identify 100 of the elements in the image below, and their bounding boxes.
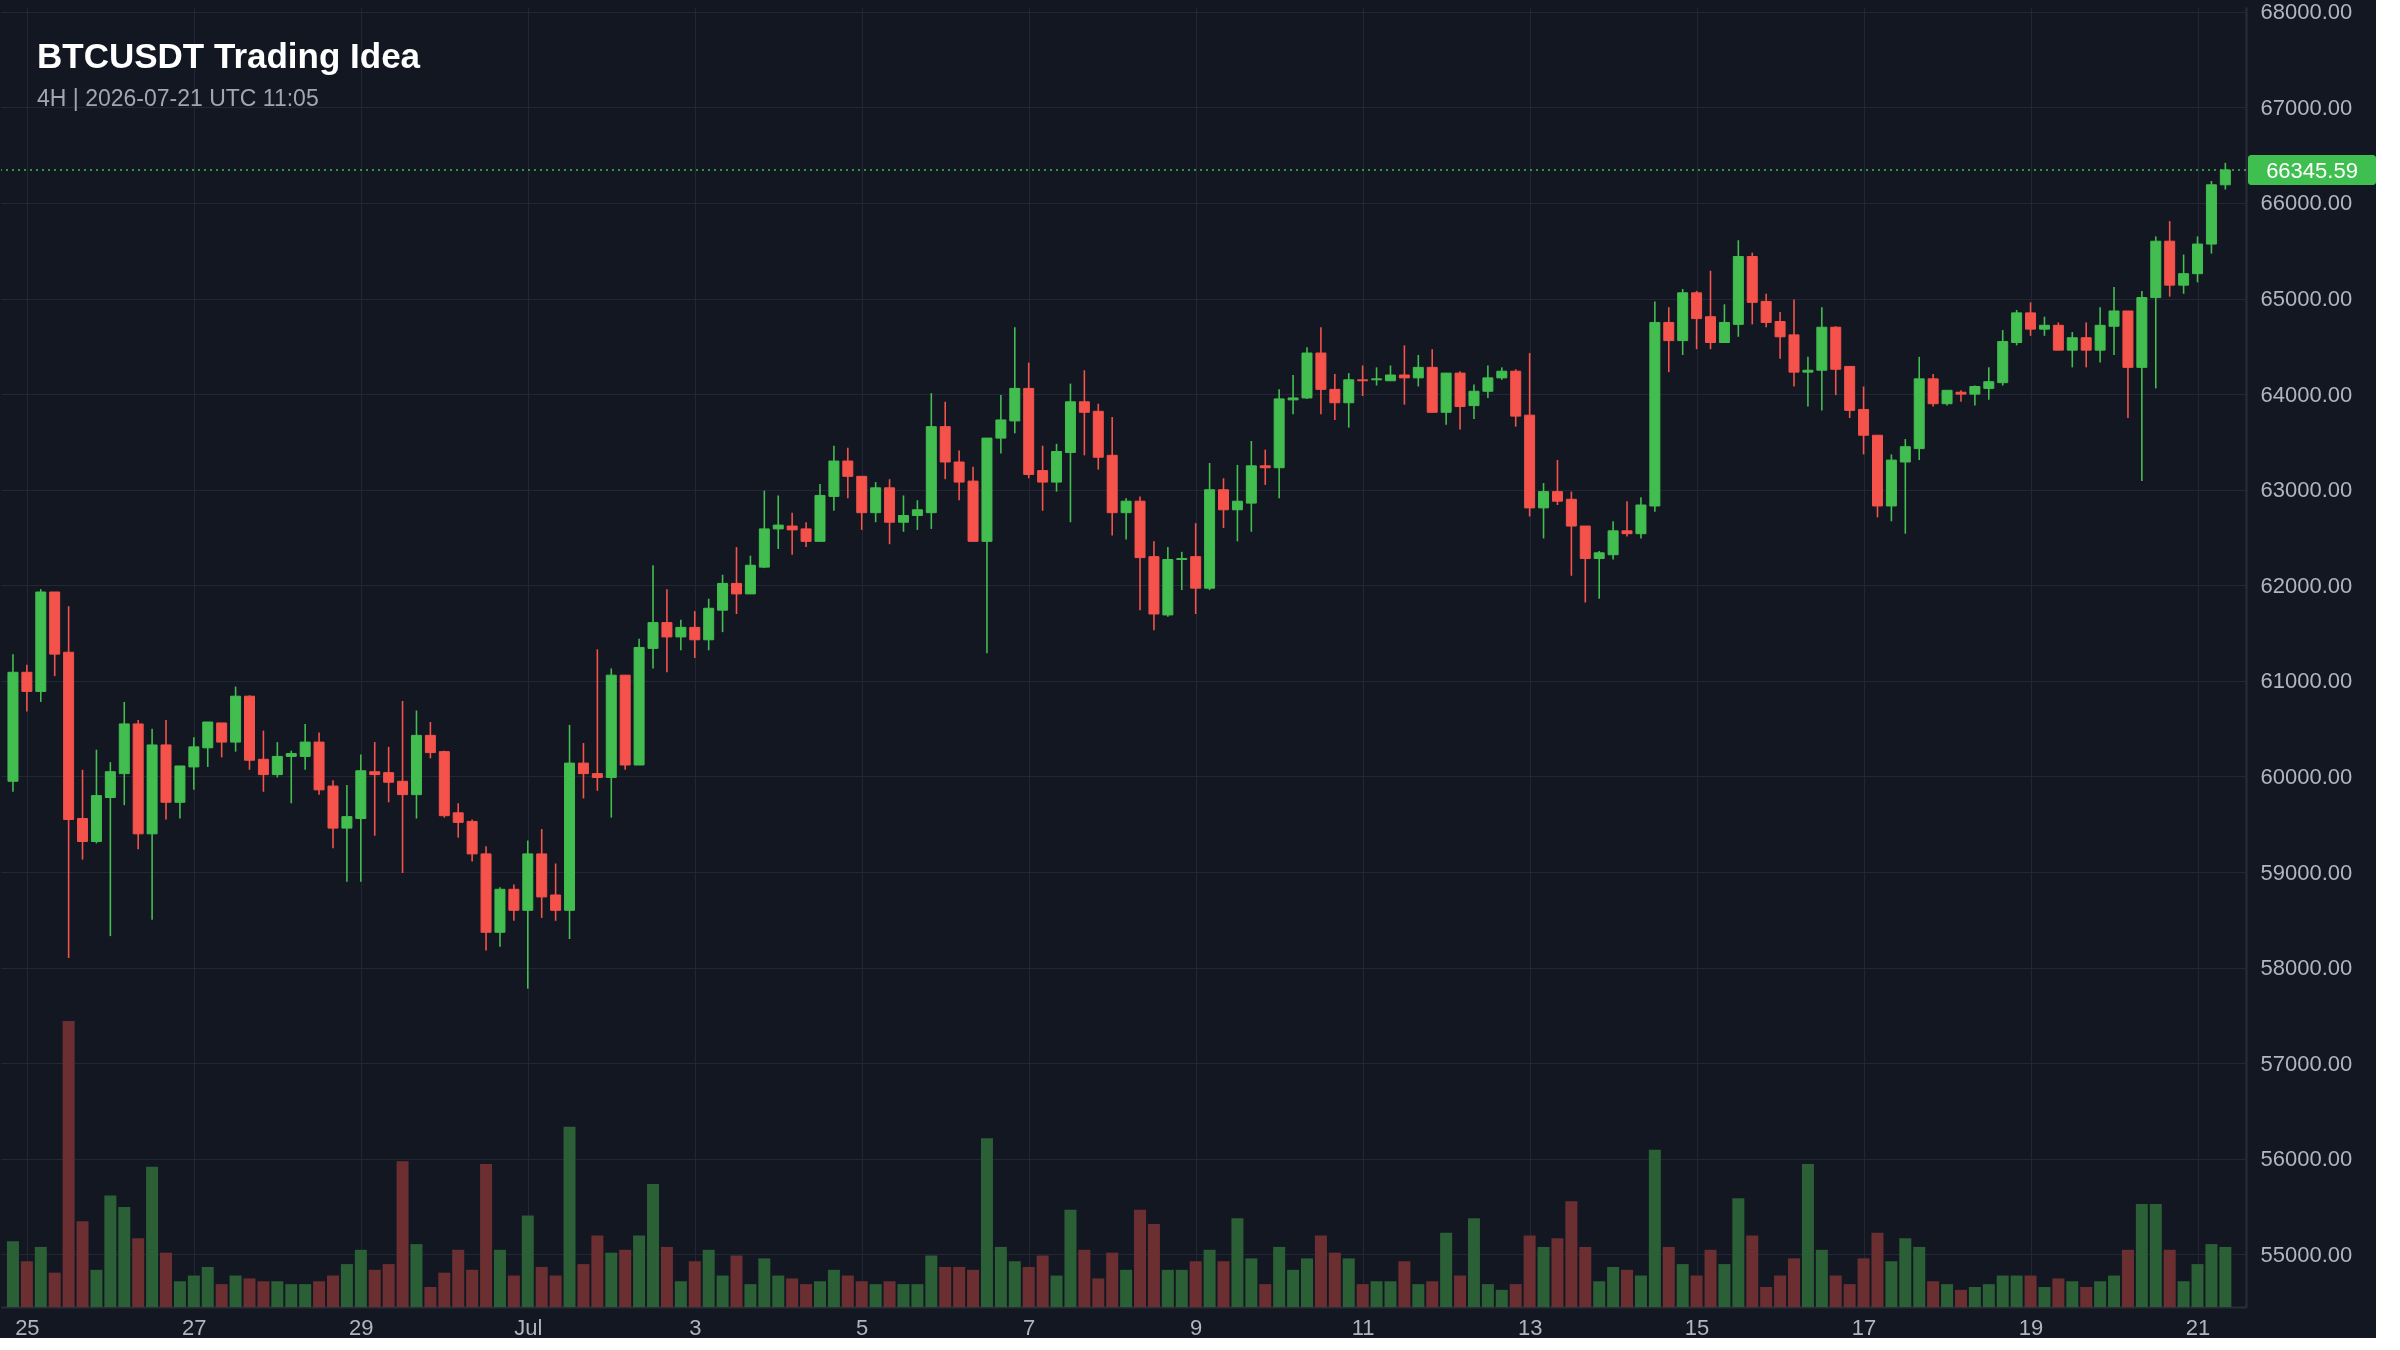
candlestick bbox=[1607, 520, 1619, 561]
bar bbox=[285, 1284, 298, 1307]
bar bbox=[34, 1246, 47, 1307]
bar bbox=[619, 1249, 632, 1307]
bar bbox=[2135, 1204, 2148, 1307]
bar bbox=[1454, 1275, 1467, 1307]
bar bbox=[118, 1206, 131, 1307]
candlestick bbox=[1412, 354, 1424, 388]
candlestick bbox=[1329, 373, 1341, 421]
bar bbox=[647, 1184, 660, 1307]
candlestick bbox=[1899, 438, 1911, 535]
bar bbox=[382, 1264, 395, 1307]
bar bbox=[1495, 1289, 1508, 1307]
candlestick bbox=[995, 394, 1007, 455]
x-tick-label: 15 bbox=[1684, 1314, 1710, 1340]
bar bbox=[1551, 1238, 1564, 1307]
x-tick-label: Jul bbox=[514, 1314, 543, 1340]
bar bbox=[1801, 1164, 1814, 1307]
candlestick bbox=[452, 802, 464, 839]
candlestick bbox=[1287, 374, 1299, 416]
bar bbox=[146, 1166, 159, 1307]
bar bbox=[229, 1275, 242, 1307]
y-tick-label: 56000.00 bbox=[2260, 1146, 2353, 1172]
y-tick-label: 57000.00 bbox=[2260, 1050, 2353, 1076]
bar bbox=[1634, 1275, 1647, 1307]
bar bbox=[1662, 1246, 1675, 1307]
candlestick bbox=[731, 546, 743, 615]
bar bbox=[396, 1161, 409, 1307]
candlestick bbox=[257, 729, 269, 793]
bar bbox=[1217, 1261, 1230, 1307]
bar bbox=[1593, 1281, 1606, 1307]
y-tick-label: 68000.00 bbox=[2260, 0, 2353, 25]
candlestick bbox=[1551, 459, 1563, 506]
bar bbox=[2219, 1246, 2232, 1307]
candlestick bbox=[911, 499, 923, 531]
candlestick bbox=[577, 742, 589, 800]
bar bbox=[90, 1269, 103, 1307]
candlestick bbox=[383, 746, 395, 804]
bar bbox=[2038, 1286, 2051, 1307]
bar bbox=[1954, 1289, 1967, 1307]
y-tick-label: 59000.00 bbox=[2260, 859, 2353, 885]
candlestick bbox=[1037, 444, 1049, 512]
bar bbox=[841, 1275, 854, 1307]
x-tick-label: 29 bbox=[349, 1314, 374, 1340]
bar bbox=[1913, 1246, 1926, 1307]
candlestick bbox=[21, 663, 33, 713]
y-tick-label: 64000.00 bbox=[2260, 381, 2353, 407]
candlestick bbox=[1120, 497, 1132, 541]
bar bbox=[633, 1235, 646, 1307]
bar bbox=[438, 1272, 451, 1307]
bar bbox=[855, 1281, 868, 1307]
bar bbox=[1106, 1252, 1119, 1307]
bar bbox=[1259, 1284, 1272, 1307]
bar bbox=[800, 1284, 813, 1307]
y-tick-label: 60000.00 bbox=[2260, 763, 2353, 789]
bar bbox=[1941, 1284, 1954, 1307]
bar bbox=[2080, 1286, 2093, 1307]
x-tick-label: 17 bbox=[1851, 1314, 1877, 1340]
bar bbox=[591, 1235, 604, 1307]
bar bbox=[521, 1215, 534, 1307]
bar bbox=[160, 1252, 173, 1307]
bar bbox=[1273, 1246, 1286, 1307]
candlestick bbox=[550, 862, 562, 922]
candlestick bbox=[188, 736, 200, 791]
bar bbox=[1815, 1249, 1828, 1307]
bar bbox=[1134, 1209, 1147, 1307]
bar bbox=[2121, 1249, 2134, 1307]
candlestick bbox=[661, 588, 673, 674]
candlestick bbox=[369, 741, 381, 837]
bar bbox=[1760, 1286, 1773, 1307]
bar bbox=[911, 1284, 924, 1307]
candlestick bbox=[508, 883, 520, 922]
bar bbox=[452, 1249, 465, 1307]
bar bbox=[1356, 1284, 1369, 1307]
bar bbox=[1245, 1258, 1258, 1307]
candlestick bbox=[953, 449, 965, 502]
bar bbox=[466, 1269, 479, 1307]
bar bbox=[215, 1284, 228, 1307]
y-tick-label: 62000.00 bbox=[2260, 572, 2353, 598]
candlestick bbox=[1231, 464, 1243, 543]
bar bbox=[688, 1261, 701, 1307]
bar bbox=[1746, 1235, 1759, 1307]
bar bbox=[2094, 1281, 2107, 1307]
bar bbox=[368, 1269, 381, 1307]
y-tick-label: 67000.00 bbox=[2260, 94, 2353, 120]
bar bbox=[605, 1252, 618, 1307]
candlestick bbox=[1259, 448, 1271, 486]
candlestick bbox=[800, 521, 812, 548]
bar bbox=[48, 1272, 61, 1307]
candlestick bbox=[897, 494, 909, 533]
bar bbox=[1607, 1266, 1620, 1307]
bar bbox=[1398, 1261, 1411, 1307]
text: BTCUSDT Trading Idea bbox=[37, 36, 421, 75]
bar bbox=[2066, 1281, 2079, 1307]
bar bbox=[507, 1275, 520, 1307]
bar bbox=[1287, 1269, 1300, 1307]
bar bbox=[772, 1275, 785, 1307]
bar bbox=[939, 1266, 952, 1307]
bar bbox=[62, 1021, 75, 1307]
bar bbox=[2024, 1275, 2037, 1307]
